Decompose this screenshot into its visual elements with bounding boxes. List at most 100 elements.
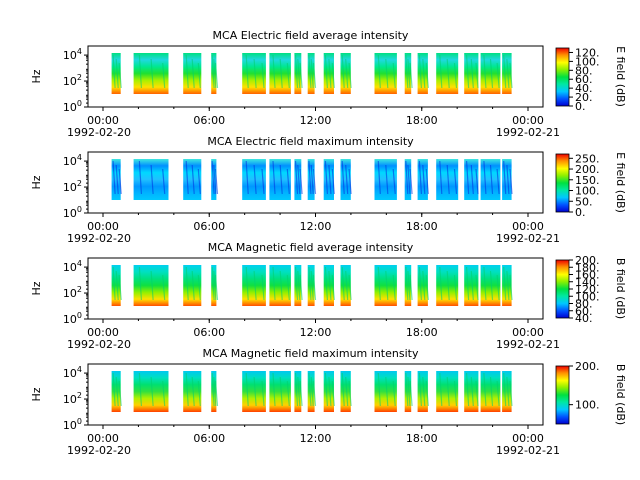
data-streak bbox=[312, 62, 317, 89]
data-band-13 bbox=[417, 371, 428, 412]
data-streak bbox=[377, 160, 381, 195]
data-streak bbox=[405, 372, 409, 407]
data-streak bbox=[328, 164, 332, 195]
data-streak bbox=[310, 164, 314, 195]
data-band-1 bbox=[111, 371, 121, 412]
data-streak bbox=[377, 54, 381, 89]
colorbar-label: B field (dB) bbox=[614, 258, 627, 319]
colorbar-tick-label: 100. bbox=[575, 55, 600, 68]
data-streak bbox=[348, 62, 352, 89]
data-streak bbox=[197, 62, 201, 89]
data-streak bbox=[331, 274, 335, 301]
data-band-7 bbox=[294, 265, 302, 306]
data-streak bbox=[118, 62, 122, 89]
data-streak bbox=[185, 372, 189, 407]
spectrogram-panel-4: MCA Magnetic field maximum intensity Hz 10… bbox=[30, 347, 627, 457]
data-streak bbox=[214, 274, 219, 301]
data-streak bbox=[150, 164, 154, 195]
data-streak bbox=[418, 160, 422, 195]
colorbar-tick-label: 100. bbox=[575, 290, 600, 303]
colorbar-tick-label: 140. bbox=[575, 276, 600, 289]
data-streak bbox=[272, 266, 276, 301]
data-streak bbox=[470, 58, 474, 89]
data-streak bbox=[453, 62, 458, 89]
data-streak bbox=[261, 274, 265, 301]
x-tick-label: 18:00 bbox=[406, 114, 438, 127]
data-streak bbox=[299, 274, 303, 301]
y-axis-label: Hz bbox=[30, 69, 43, 83]
data-streak bbox=[439, 266, 443, 301]
data-streak bbox=[422, 164, 426, 195]
colorbar-tick-label: 40. bbox=[575, 312, 593, 325]
data-streak bbox=[489, 376, 494, 407]
x-start-date: 1992-02-20 bbox=[67, 444, 131, 457]
data-streak bbox=[191, 164, 195, 195]
data-streak bbox=[341, 266, 345, 301]
colorbar-gradient bbox=[555, 47, 570, 107]
data-streak bbox=[279, 58, 283, 89]
data-band-10 bbox=[340, 53, 351, 94]
panel-title: MCA Magnetic field average intensity bbox=[208, 241, 414, 254]
data-streak bbox=[483, 54, 487, 89]
data-streak bbox=[466, 160, 470, 195]
data-streak bbox=[294, 372, 299, 407]
data-band-9 bbox=[323, 265, 334, 306]
colorbar-tick-label: 60. bbox=[575, 305, 593, 318]
data-streak bbox=[392, 274, 396, 301]
x-tick-label: 12:00 bbox=[300, 114, 332, 127]
data-streak bbox=[297, 270, 301, 301]
data-band-10 bbox=[340, 371, 351, 412]
spectrogram-data bbox=[111, 159, 513, 200]
data-streak bbox=[308, 160, 312, 195]
data-streak bbox=[286, 168, 290, 195]
data-streak bbox=[213, 270, 217, 301]
data-streak bbox=[118, 274, 122, 301]
x-tick-label: 06:00 bbox=[193, 326, 225, 339]
data-band-1 bbox=[111, 265, 121, 306]
data-streak bbox=[214, 380, 219, 407]
colorbar: 40.60.80.100.120.140.160.180.200. B field… bbox=[555, 254, 627, 325]
x-tick-label: 00:00 bbox=[512, 114, 544, 127]
colorbar-tick-label: 160. bbox=[575, 269, 600, 282]
data-streak bbox=[162, 62, 166, 89]
data-band-12 bbox=[404, 371, 412, 412]
data-streak bbox=[312, 274, 317, 301]
data-streak bbox=[115, 270, 119, 301]
data-streak bbox=[294, 54, 299, 89]
data-streak bbox=[261, 380, 265, 407]
data-streak bbox=[331, 168, 335, 195]
data-streak bbox=[297, 58, 301, 89]
data-streak bbox=[509, 274, 513, 301]
data-streak bbox=[191, 58, 195, 89]
data-band-9 bbox=[323, 371, 334, 412]
x-tick-label: 12:00 bbox=[300, 432, 332, 445]
data-streak bbox=[118, 380, 122, 407]
colorbar-tick-label: 20. bbox=[575, 91, 593, 104]
spectrogram-panel-2: MCA Electric field maximum intensity Hz 10… bbox=[30, 135, 627, 245]
x-tick-label: 06:00 bbox=[193, 114, 225, 127]
spectrogram-panel-3: MCA Magnetic field average intensity Hz 10… bbox=[30, 241, 627, 351]
data-streak bbox=[348, 274, 352, 301]
data-streak bbox=[112, 160, 116, 195]
data-streak bbox=[115, 58, 119, 89]
data-streak bbox=[348, 380, 352, 407]
data-streak bbox=[439, 372, 443, 407]
data-streak bbox=[348, 168, 352, 195]
colorbar-tick-label: 100. bbox=[575, 399, 600, 412]
data-streak bbox=[308, 372, 312, 407]
data-band-17 bbox=[502, 53, 512, 94]
data-streak bbox=[331, 380, 335, 407]
y-tick-label: 100 bbox=[63, 417, 82, 432]
data-streak bbox=[385, 164, 389, 195]
x-tick-label: 12:00 bbox=[300, 326, 332, 339]
data-streak bbox=[312, 168, 317, 195]
data-band-13 bbox=[417, 159, 428, 200]
x-start-date: 1992-02-20 bbox=[67, 126, 131, 139]
colorbar-tick-label: 100. bbox=[575, 185, 600, 198]
x-tick-label: 00:00 bbox=[512, 326, 544, 339]
data-streak bbox=[279, 376, 283, 407]
colorbar-gradient bbox=[555, 365, 570, 425]
colorbar-tick-label: 50. bbox=[575, 195, 593, 208]
data-streak bbox=[115, 164, 119, 195]
data-streak bbox=[503, 54, 507, 89]
